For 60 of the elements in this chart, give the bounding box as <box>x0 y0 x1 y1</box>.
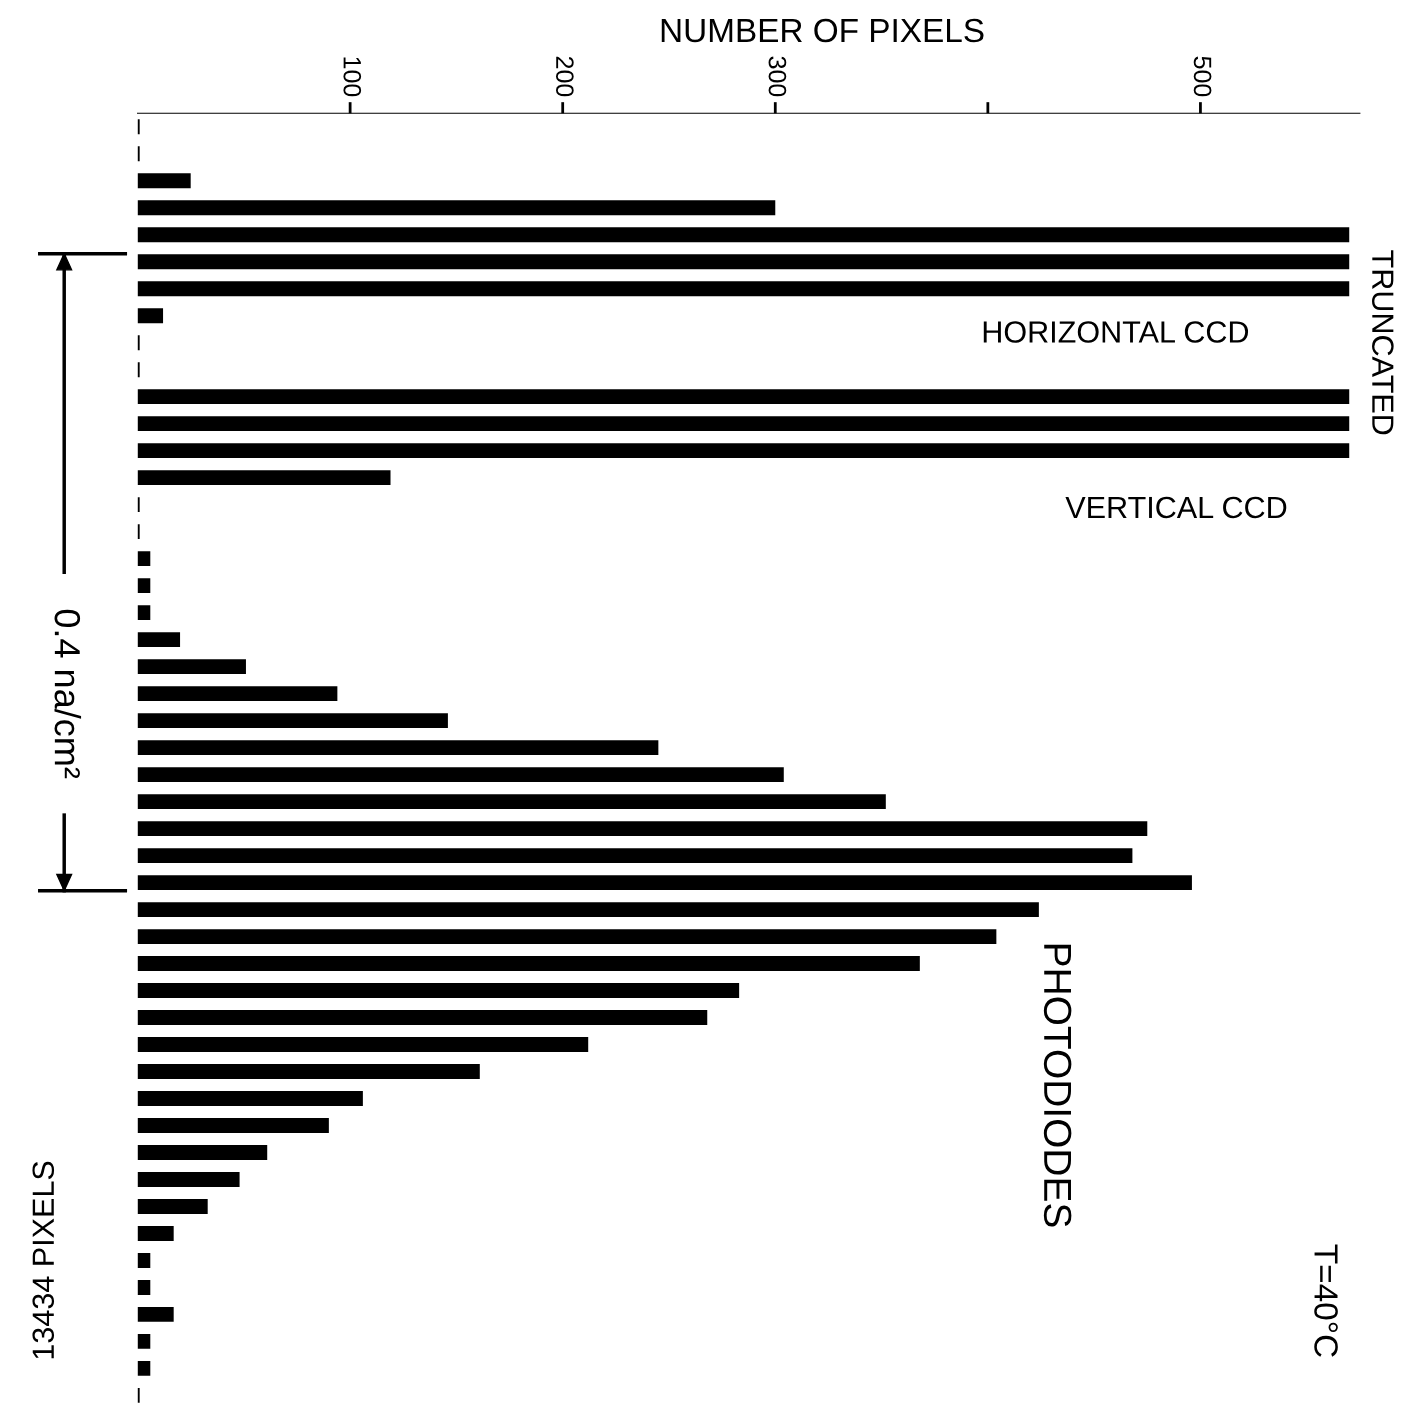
bar <box>137 281 1350 297</box>
bar <box>137 254 1350 270</box>
bar <box>137 767 784 783</box>
bar <box>137 443 1350 459</box>
bar <box>137 821 1148 836</box>
text: 13434 PIXELS <box>32 1161 55 1359</box>
annotation: PHOTODIODES <box>1043 944 1072 1227</box>
bar <box>137 524 140 540</box>
bar <box>137 1226 174 1241</box>
bar <box>137 227 1350 243</box>
bar <box>137 1253 151 1268</box>
x-axis-title: NUMBER OF PIXELS <box>661 18 984 43</box>
x-tick-label: 200 <box>555 56 574 97</box>
bar <box>137 929 997 944</box>
bar <box>137 632 181 648</box>
bar <box>137 1361 151 1376</box>
bar <box>137 686 338 702</box>
bar <box>137 1064 480 1079</box>
annotation: HORIZONTAL CCD <box>983 321 1249 343</box>
bar <box>137 1145 268 1160</box>
bar <box>137 119 140 135</box>
bar <box>137 1118 329 1133</box>
bar <box>137 1307 174 1322</box>
bar <box>137 1037 589 1052</box>
bar <box>137 1091 363 1106</box>
bar <box>137 605 151 621</box>
bar <box>137 740 659 756</box>
bar <box>137 146 140 162</box>
bar <box>137 362 140 378</box>
x-tick-label: 500 <box>1193 56 1212 97</box>
annotation: VERTICAL CCD <box>1065 496 1287 519</box>
bar <box>137 497 140 513</box>
bar <box>137 578 151 594</box>
bar <box>137 1388 140 1403</box>
bar <box>137 416 1350 432</box>
bar <box>137 1334 151 1349</box>
text: TRUNCATED <box>1372 250 1394 435</box>
annotation: T=40°C <box>1314 1244 1338 1357</box>
bar <box>137 956 920 971</box>
bar <box>137 1199 208 1214</box>
text: 0.4 na/cm² <box>54 609 82 779</box>
x-tick-label: 300 <box>768 56 787 97</box>
bar <box>137 470 391 486</box>
x-tick-label: 100 <box>343 57 362 97</box>
bar <box>137 848 1133 863</box>
bar <box>137 902 1039 917</box>
bar <box>137 659 246 675</box>
bar <box>137 875 1192 890</box>
bar <box>137 335 140 351</box>
bar <box>137 1280 151 1295</box>
bar <box>137 173 191 189</box>
bar <box>137 551 151 567</box>
bar <box>137 1010 708 1025</box>
bar <box>137 200 776 216</box>
bar <box>137 794 886 810</box>
bar <box>137 713 448 729</box>
bar <box>137 308 164 324</box>
bar <box>137 1172 240 1187</box>
bar <box>137 983 740 998</box>
bar <box>137 389 1350 405</box>
